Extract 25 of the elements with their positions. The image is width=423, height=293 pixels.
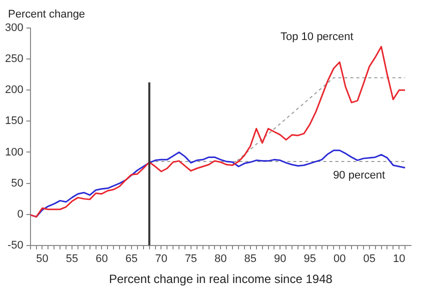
x-tick-label: 50 [36, 253, 48, 266]
x-axis-title: Percent change in real income since 1948 [108, 272, 333, 286]
y-tick-label: 50 [11, 177, 24, 190]
x-tick-label: 90 [274, 253, 286, 266]
y-axis-title: Percent change [8, 8, 86, 21]
text: Top 10 percent [280, 31, 354, 44]
series-label: 90 percent [333, 169, 386, 182]
x-tick-label: 10 [392, 253, 406, 266]
x-tick-label: 55 [66, 253, 78, 266]
y-tick-label: 300 [4, 22, 24, 34]
x-tick-label: 80 [214, 253, 227, 266]
x-tick-label: 05 [363, 253, 376, 266]
x-tick-label: 65 [125, 253, 138, 266]
y-tick-label: 0 [17, 208, 24, 220]
x-tick-label: 85 [244, 253, 257, 266]
y-tick-label: -50 [7, 239, 24, 252]
x-tick-label: 00 [334, 253, 346, 266]
y-tick-label: 250 [4, 53, 24, 66]
y-tick-label: 150 [4, 115, 24, 128]
x-tick-label: 60 [96, 253, 108, 266]
y-tick-label: 200 [4, 84, 24, 96]
x-tick-label: 70 [155, 253, 168, 266]
y-tick-label: 100 [4, 146, 24, 158]
x-tick-label: 95 [304, 253, 316, 266]
x-tick-label: 75 [184, 253, 198, 266]
